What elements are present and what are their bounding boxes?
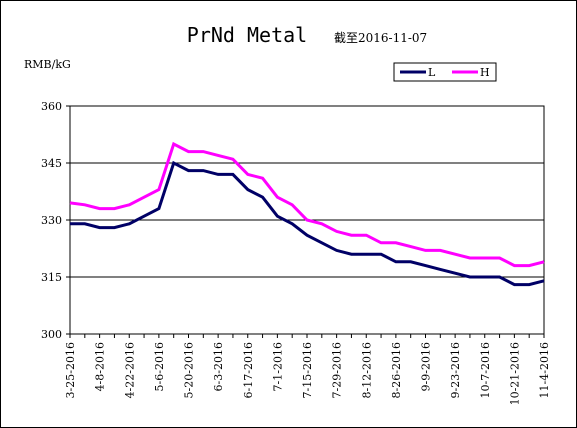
x-tick-label: 5-6-2016 — [153, 342, 166, 391]
x-tick-label: 10-21-2016 — [508, 342, 521, 405]
legend-label: L — [428, 66, 436, 79]
x-tick-label: 6-3-2016 — [212, 342, 225, 391]
x-tick-label: 3-25-2016 — [64, 342, 77, 398]
x-tick-label: 7-15-2016 — [301, 342, 314, 398]
legend — [393, 62, 497, 82]
legend-label: H — [480, 66, 490, 79]
x-tick-label: 6-17-2016 — [242, 342, 255, 398]
y-axis-label: RMB/kG — [24, 58, 71, 71]
y-tick-label: 345 — [41, 157, 62, 170]
x-tick-label: 9-23-2016 — [449, 342, 462, 398]
x-tick-label: 5-20-2016 — [183, 342, 196, 398]
x-tick-label: 8-12-2016 — [360, 342, 373, 398]
chart-title: PrNd Metal — [187, 23, 307, 47]
chart-subtitle: 截至2016-11-07 — [334, 31, 427, 45]
x-tick-label: 10-7-2016 — [479, 342, 492, 398]
y-tick-label: 360 — [41, 100, 62, 113]
x-tick-label: 7-1-2016 — [271, 342, 284, 391]
x-tick-label: 9-9-2016 — [420, 342, 433, 391]
x-tick-label: 8-26-2016 — [390, 342, 403, 398]
y-tick-label: 300 — [41, 328, 62, 341]
x-tick-label: 4-8-2016 — [94, 342, 107, 391]
line-series — [70, 160, 545, 287]
y-tick-label: 315 — [41, 271, 62, 284]
x-tick-label: 11-4-2016 — [538, 342, 551, 398]
x-tick-label: 7-29-2016 — [331, 342, 344, 398]
line-series — [69, 141, 545, 268]
y-tick-label: 330 — [41, 214, 62, 227]
x-tick-label: 4-22-2016 — [123, 342, 136, 398]
